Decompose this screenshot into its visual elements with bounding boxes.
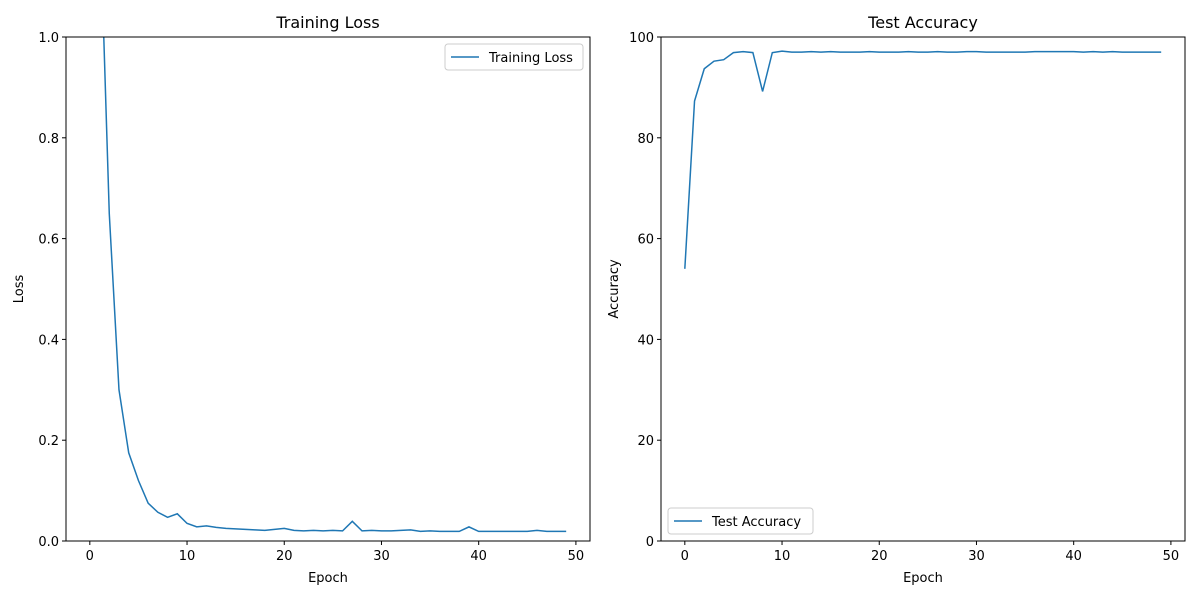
y-tick-label: 40 bbox=[637, 333, 654, 348]
x-tick-label: 10 bbox=[774, 549, 791, 564]
legend-box bbox=[444, 43, 584, 71]
series-line bbox=[684, 50, 1162, 269]
subplot: Training Loss Epoch Loss 0 10 20 30 40 50 0.0 0.2 0… bbox=[12, 13, 591, 586]
y-tick-label: 1.0 bbox=[38, 31, 59, 46]
x-axis-label: Epoch bbox=[903, 571, 943, 586]
legend-label: Training Loss bbox=[488, 51, 573, 66]
y-tick-label: 20 bbox=[637, 434, 654, 449]
x-tick-label: 0 bbox=[681, 549, 689, 564]
y-tick-label: 0.4 bbox=[38, 333, 59, 348]
x-axis-label: Epoch bbox=[308, 571, 348, 586]
y-axis-label: Accuracy bbox=[607, 259, 622, 319]
x-tick-label: 50 bbox=[568, 549, 585, 564]
y-tick-label: 0.0 bbox=[38, 535, 59, 550]
y-tick-label: 0 bbox=[646, 535, 654, 550]
x-tick-label: 40 bbox=[1065, 549, 1082, 564]
series-line bbox=[103, 37, 567, 533]
legend-box bbox=[667, 507, 814, 535]
y-tick-label: 80 bbox=[637, 132, 654, 147]
y-tick-label: 100 bbox=[629, 31, 654, 46]
x-tick-label: 0 bbox=[86, 549, 94, 564]
y-tick-label: 0.8 bbox=[38, 132, 59, 147]
axes-frame bbox=[660, 36, 1186, 542]
x-tick-label: 50 bbox=[1163, 549, 1180, 564]
subplot: Test Accuracy Epoch Accuracy 0 10 20 30 40 50 0 20… bbox=[607, 13, 1186, 586]
y-tick-label: 0.6 bbox=[38, 233, 59, 248]
legend-label: Test Accuracy bbox=[711, 515, 801, 530]
chart-title: Test Accuracy bbox=[867, 13, 978, 32]
y-axis-label: Loss bbox=[12, 275, 27, 304]
chart-title: Training Loss bbox=[275, 13, 379, 32]
x-tick-label: 40 bbox=[470, 549, 487, 564]
x-tick-label: 30 bbox=[968, 549, 985, 564]
x-tick-label: 10 bbox=[179, 549, 196, 564]
y-tick-label: 60 bbox=[637, 233, 654, 248]
axes-frame bbox=[65, 36, 591, 542]
x-tick-label: 20 bbox=[276, 549, 293, 564]
x-tick-label: 20 bbox=[871, 549, 888, 564]
x-tick-label: 30 bbox=[373, 549, 390, 564]
y-tick-label: 0.2 bbox=[38, 434, 59, 449]
